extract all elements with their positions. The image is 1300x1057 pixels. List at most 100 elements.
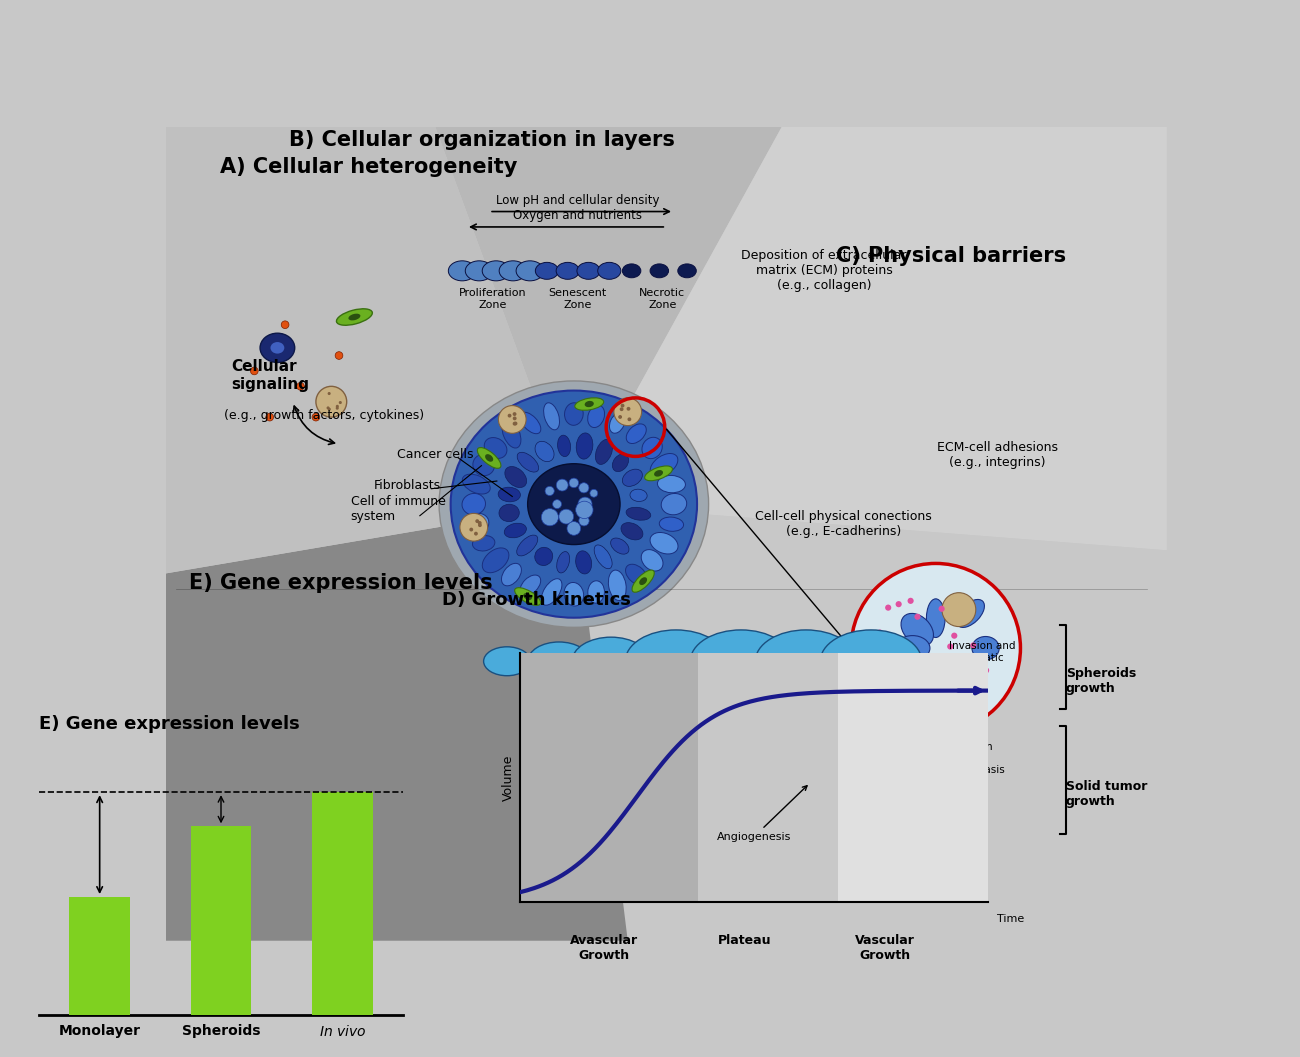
Bar <box>520 653 698 903</box>
Polygon shape <box>573 504 1167 941</box>
Circle shape <box>541 508 559 525</box>
Bar <box>312 793 373 1015</box>
Text: C) Physical barriers: C) Physical barriers <box>836 245 1066 265</box>
Ellipse shape <box>621 522 644 540</box>
Text: ECM-cell adhesions
(e.g., integrins): ECM-cell adhesions (e.g., integrins) <box>937 441 1058 468</box>
Text: Oxygen and nutrients: Oxygen and nutrients <box>514 209 642 222</box>
Circle shape <box>316 386 347 418</box>
Ellipse shape <box>485 455 493 462</box>
Ellipse shape <box>499 261 526 281</box>
Ellipse shape <box>585 401 594 407</box>
Ellipse shape <box>558 435 571 457</box>
Circle shape <box>942 593 976 627</box>
Circle shape <box>948 644 953 650</box>
Text: Spheroids
growth: Spheroids growth <box>1066 667 1136 696</box>
Ellipse shape <box>516 261 543 281</box>
Ellipse shape <box>595 440 612 464</box>
Circle shape <box>339 401 342 404</box>
Circle shape <box>970 643 976 649</box>
Text: Cancer cells: Cancer cells <box>396 448 473 461</box>
Circle shape <box>590 489 598 497</box>
Text: E) Gene expression levels: E) Gene expression levels <box>39 715 300 733</box>
Ellipse shape <box>645 466 672 481</box>
Polygon shape <box>166 127 573 574</box>
Circle shape <box>545 486 554 496</box>
Ellipse shape <box>632 570 654 592</box>
Circle shape <box>265 413 273 421</box>
Ellipse shape <box>623 264 641 278</box>
Ellipse shape <box>534 548 552 565</box>
Circle shape <box>528 642 590 681</box>
Ellipse shape <box>520 412 541 433</box>
Text: Necrotic
Zone: Necrotic Zone <box>640 289 685 310</box>
Title: D) Growth kinetics: D) Growth kinetics <box>442 591 630 609</box>
Circle shape <box>876 630 883 635</box>
Circle shape <box>755 630 857 692</box>
Ellipse shape <box>473 455 494 476</box>
Ellipse shape <box>610 412 625 433</box>
Circle shape <box>281 321 289 329</box>
Text: (e.g., growth factors, cytokines): (e.g., growth factors, cytokines) <box>224 409 424 423</box>
Circle shape <box>335 405 339 408</box>
Ellipse shape <box>502 563 521 586</box>
Ellipse shape <box>504 466 526 487</box>
Ellipse shape <box>650 533 679 554</box>
Ellipse shape <box>472 536 495 551</box>
Circle shape <box>578 497 592 512</box>
Circle shape <box>628 418 632 422</box>
Ellipse shape <box>901 613 933 646</box>
Circle shape <box>469 527 473 532</box>
Ellipse shape <box>556 552 569 573</box>
Ellipse shape <box>659 517 684 532</box>
Ellipse shape <box>588 405 604 427</box>
Ellipse shape <box>556 262 580 279</box>
Circle shape <box>926 653 932 660</box>
Ellipse shape <box>889 664 919 694</box>
Circle shape <box>335 407 339 410</box>
Circle shape <box>572 637 650 685</box>
Circle shape <box>460 514 488 541</box>
Text: Cell-cell physical conections
(e.g., E-cadherins): Cell-cell physical conections (e.g., E-c… <box>755 509 932 538</box>
Bar <box>69 897 130 1015</box>
Ellipse shape <box>564 582 584 606</box>
Circle shape <box>578 483 589 493</box>
Ellipse shape <box>576 433 593 459</box>
Ellipse shape <box>524 593 532 600</box>
Text: Avascular
Growth: Avascular Growth <box>571 934 638 962</box>
Circle shape <box>328 408 332 411</box>
Text: Invasion
and
Metastasis: Invasion and Metastasis <box>949 742 1005 775</box>
Ellipse shape <box>517 452 538 472</box>
Text: Solid tumor
growth: Solid tumor growth <box>1066 780 1148 808</box>
Circle shape <box>620 404 624 408</box>
Bar <box>191 827 251 1015</box>
Ellipse shape <box>498 487 520 502</box>
Ellipse shape <box>482 261 510 281</box>
Text: Senescent
Zone: Senescent Zone <box>549 289 607 310</box>
Circle shape <box>512 416 516 421</box>
Circle shape <box>312 413 320 421</box>
Ellipse shape <box>658 476 685 493</box>
Ellipse shape <box>499 504 519 521</box>
Text: A) Cellular heterogeneity: A) Cellular heterogeneity <box>220 157 517 177</box>
Circle shape <box>620 407 624 411</box>
Ellipse shape <box>625 564 647 585</box>
Circle shape <box>512 422 516 426</box>
Circle shape <box>507 413 511 418</box>
Circle shape <box>625 630 727 692</box>
Text: Cellular
signaling: Cellular signaling <box>231 359 309 392</box>
Circle shape <box>952 632 957 638</box>
Circle shape <box>559 509 573 524</box>
Circle shape <box>552 500 562 508</box>
Ellipse shape <box>575 397 603 410</box>
Ellipse shape <box>576 551 592 574</box>
Ellipse shape <box>516 535 538 556</box>
Ellipse shape <box>448 261 476 281</box>
Ellipse shape <box>515 588 541 606</box>
Circle shape <box>578 516 589 526</box>
Text: Low pH and cellular density: Low pH and cellular density <box>497 193 659 207</box>
Circle shape <box>478 521 481 525</box>
Ellipse shape <box>464 514 489 535</box>
Text: B) Cellular organization in layers: B) Cellular organization in layers <box>289 130 675 150</box>
Ellipse shape <box>972 636 1000 660</box>
Text: Plateau: Plateau <box>718 934 771 947</box>
